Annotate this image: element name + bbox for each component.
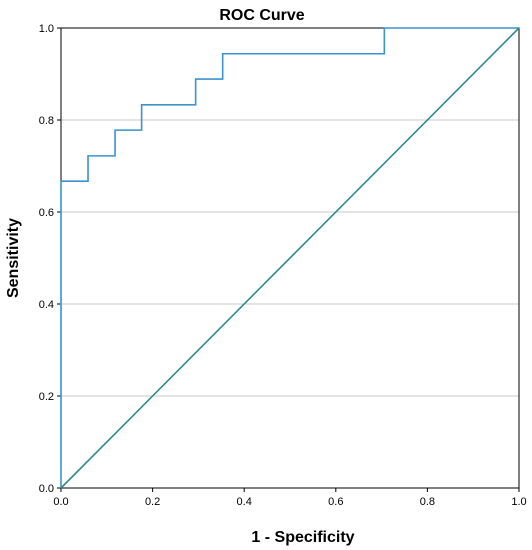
reference-diagonal-line [60, 27, 520, 489]
y-axis-ticks: 0.0 0.2 0.4 0.6 0.8 1.0 [39, 23, 61, 495]
series-group [60, 27, 520, 489]
x-tick-label-1: 0.2 [145, 496, 160, 508]
y-tick-label-3: 0.6 [39, 207, 54, 219]
x-axis-ticks: 0.0 0.2 0.4 0.6 0.8 1.0 [53, 488, 527, 508]
y-tick-label-4: 0.8 [39, 115, 54, 127]
chart-title: ROC Curve [219, 7, 304, 24]
y-tick-label-1: 0.2 [39, 391, 54, 403]
x-tick-label-5: 1.0 [511, 496, 526, 508]
x-tick-label-0: 0.0 [53, 496, 68, 508]
y-axis-label: Sensitivity [5, 218, 22, 298]
x-axis-label: 1 - Specificity [251, 529, 354, 546]
y-tick-label-0: 0.0 [39, 483, 54, 495]
x-tick-label-3: 0.6 [328, 496, 343, 508]
x-tick-label-2: 0.4 [237, 496, 252, 508]
x-tick-label-4: 0.8 [420, 496, 435, 508]
y-tick-label-2: 0.4 [39, 299, 54, 311]
roc-curve-line [60, 27, 519, 488]
y-tick-label-5: 1.0 [39, 23, 54, 35]
